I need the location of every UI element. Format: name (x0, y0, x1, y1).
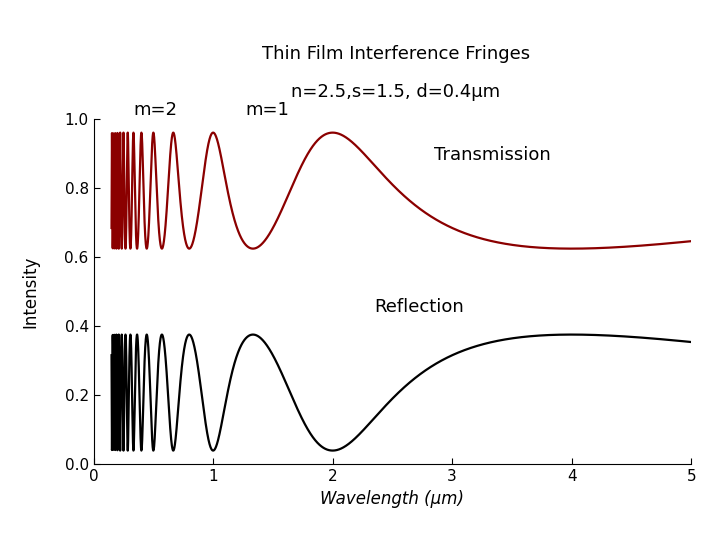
Text: m=1: m=1 (245, 102, 289, 119)
X-axis label: Wavelength (μm): Wavelength (μm) (320, 490, 464, 508)
Text: n=2.5,s=1.5, d=0.4μm: n=2.5,s=1.5, d=0.4μm (292, 83, 500, 101)
Text: Thin Film Interference Fringes: Thin Film Interference Fringes (262, 45, 530, 63)
Y-axis label: Intensity: Intensity (22, 255, 40, 328)
Text: Transmission: Transmission (434, 146, 551, 164)
Text: Reflection: Reflection (374, 298, 464, 316)
Text: m=2: m=2 (134, 102, 178, 119)
